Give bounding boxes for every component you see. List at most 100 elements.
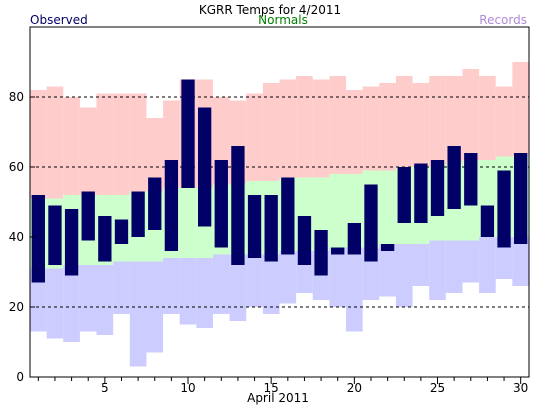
record-high-bar	[30, 90, 47, 199]
legend-observed: Observed	[30, 13, 88, 27]
record-low-bar	[412, 244, 430, 286]
record-high-bar	[412, 83, 430, 167]
record-low-bar	[279, 251, 297, 304]
observed-bar	[98, 216, 112, 262]
record-low-bar	[30, 268, 47, 332]
record-high-bar	[246, 93, 263, 181]
plot-frame	[29, 26, 530, 378]
record-low-bar	[329, 247, 347, 307]
record-high-bar	[346, 90, 363, 174]
record-high-bar	[129, 93, 147, 192]
record-low-bar	[512, 237, 529, 286]
record-low-bar	[96, 265, 114, 335]
observed-bar	[364, 184, 378, 262]
y-tick-label: 80	[9, 90, 24, 104]
record-high-bar	[262, 83, 280, 181]
observed-bar	[297, 216, 312, 265]
record-low-bar	[379, 244, 396, 297]
x-tick-label: 25	[430, 381, 445, 395]
observed-bar	[164, 160, 179, 251]
record-low-bar	[395, 244, 413, 307]
record-low-bar	[262, 254, 280, 314]
record-low-bar	[113, 261, 130, 314]
observed-bar	[197, 107, 212, 227]
record-low-bar	[163, 258, 180, 314]
record-low-bar	[479, 237, 496, 293]
record-high-bar	[479, 76, 496, 160]
record-high-bar	[296, 76, 313, 178]
observed-bar	[148, 177, 162, 230]
observed-bar	[214, 160, 228, 248]
record-low-bar	[346, 247, 363, 332]
normal-range-bar	[179, 188, 197, 258]
record-low-bar	[229, 254, 247, 321]
plot-area: 0 20 40 60 80 5 10 15 20 25 30	[9, 26, 530, 395]
legend-normals: Normals	[258, 13, 308, 27]
record-high-bar	[462, 69, 480, 160]
record-high-bar	[79, 107, 97, 195]
y-tick-label: 0	[16, 370, 24, 384]
observed-bar	[464, 153, 478, 206]
x-axis-label: April 2011	[247, 391, 309, 405]
record-low-bar	[196, 258, 213, 328]
chart-title: KGRR Temps for 4/2011	[199, 3, 341, 17]
record-low-bar	[46, 268, 64, 339]
observed-bar	[181, 79, 195, 188]
record-high-bar	[495, 86, 513, 157]
observed-bar	[447, 146, 461, 209]
record-high-bar	[379, 83, 396, 171]
record-low-bar	[146, 261, 164, 353]
normal-range-bar	[379, 170, 396, 244]
x-tick-label: 10	[180, 381, 195, 395]
record-low-bar	[429, 240, 446, 300]
observed-bar	[131, 191, 145, 237]
record-low-bar	[129, 261, 147, 367]
x-tick-label: 20	[347, 381, 362, 395]
record-high-bar	[279, 79, 297, 178]
record-high-bar	[63, 97, 80, 195]
observed-bar	[48, 205, 62, 265]
record-high-bar	[395, 76, 413, 167]
observed-bar	[64, 209, 79, 276]
observed-bar	[347, 223, 362, 255]
observed-bar	[114, 219, 129, 244]
x-tick-label: 5	[101, 381, 109, 395]
observed-bar	[247, 195, 262, 258]
legend-records: Records	[479, 13, 527, 27]
observed-bar	[314, 230, 328, 276]
observed-bar	[430, 160, 445, 216]
record-high-bar	[96, 93, 114, 195]
observed-bar	[31, 195, 45, 283]
x-tick-label: 15	[264, 381, 279, 395]
record-low-bar	[179, 258, 197, 325]
record-high-bar	[146, 118, 164, 192]
record-low-bar	[246, 254, 263, 307]
observed-bar	[514, 153, 528, 244]
y-tick-label: 20	[9, 300, 24, 314]
observed-bar	[331, 247, 345, 255]
observed-bar	[264, 195, 278, 262]
observed-bar	[281, 177, 295, 255]
x-tick-label: 30	[513, 381, 528, 395]
observed-bar	[380, 244, 395, 251]
observed-bar	[414, 163, 428, 223]
record-high-bar	[429, 76, 446, 167]
y-tick-label: 60	[9, 160, 24, 174]
record-low-bar	[445, 240, 463, 293]
record-high-bar	[329, 76, 347, 174]
observed-bar	[397, 167, 411, 223]
observed-bar	[231, 146, 245, 265]
record-low-bar	[63, 265, 80, 342]
record-high-bar	[445, 76, 463, 164]
record-high-bar	[362, 86, 380, 171]
record-high-bar	[113, 93, 130, 195]
record-high-bar	[46, 86, 64, 199]
record-low-bar	[212, 254, 230, 314]
observed-bar	[81, 191, 95, 241]
normal-range-bar	[329, 174, 347, 248]
y-tick-label: 40	[9, 230, 24, 244]
record-high-bar	[312, 79, 330, 178]
record-low-bar	[462, 240, 480, 283]
observed-bar	[480, 205, 495, 237]
